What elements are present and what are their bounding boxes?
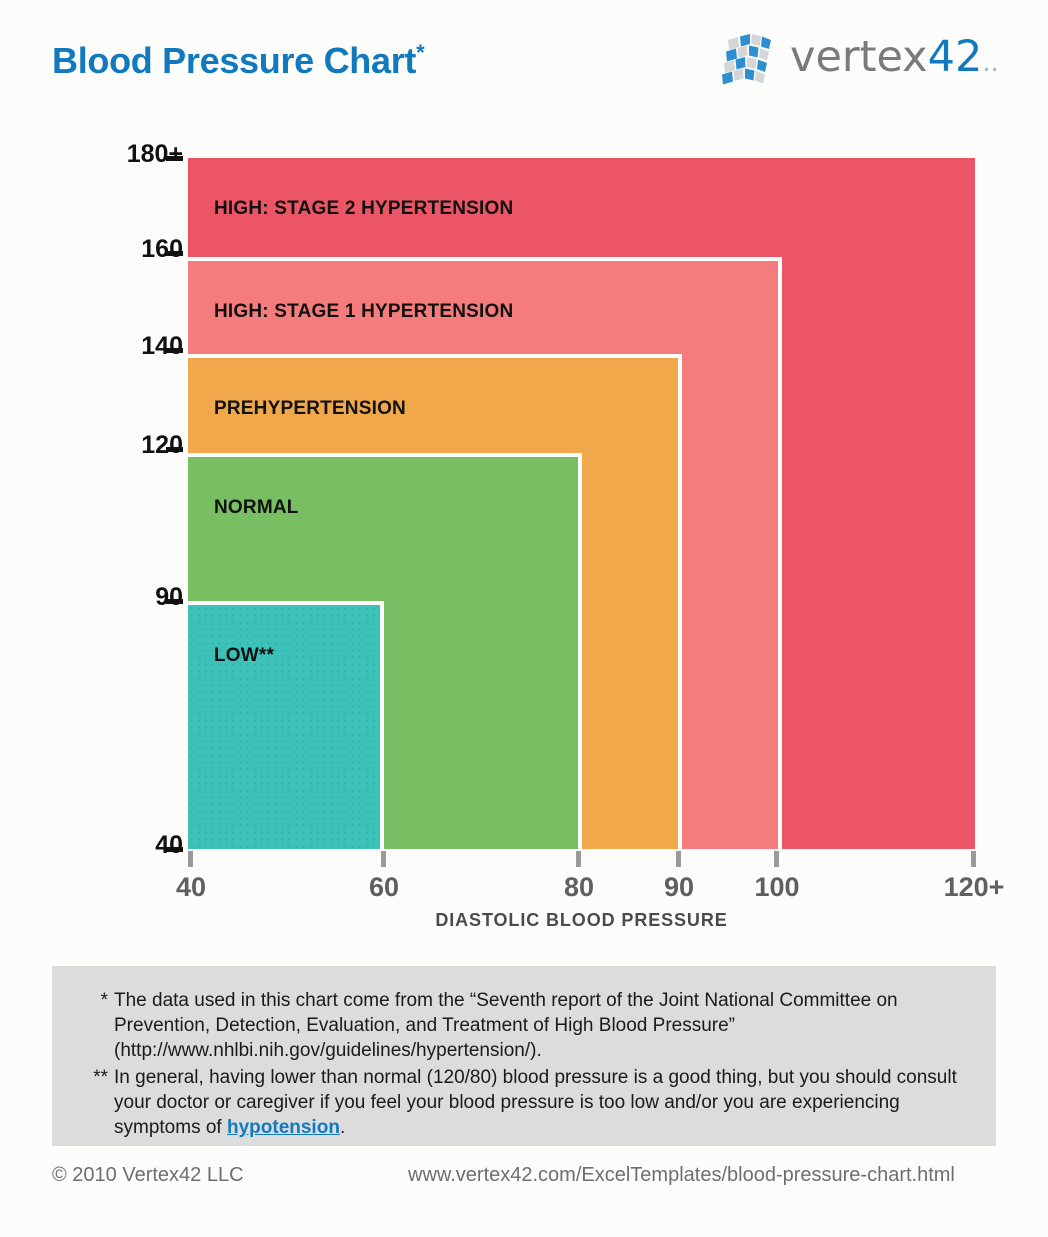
x-axis-title: DIASTOLIC BLOOD PRESSURE <box>435 910 728 930</box>
page-title-text: Blood Pressure Chart <box>52 40 417 81</box>
footnote-2-text-before: In general, having lower than normal (12… <box>114 1067 957 1138</box>
x-tick-mark-120 <box>971 851 976 867</box>
x-tick-mark-60 <box>381 851 386 867</box>
blood-pressure-chart: SYSTOLIC BLOOD PRESSURE 180+ 160 140 120… <box>0 56 1048 950</box>
footnote-1: * The data used in this chart come from … <box>82 988 968 1063</box>
x-tick-label-40: 40 <box>175 872 207 902</box>
x-tick-label-90: 90 <box>663 872 695 902</box>
y-tick-mark-140 <box>166 348 183 353</box>
footnote-1-marker: * <box>100 990 108 1011</box>
y-tick-mark-180 <box>166 156 183 161</box>
x-tick-mark-100 <box>774 851 779 867</box>
logo-word-42: 42 <box>927 32 983 82</box>
y-tick-label-90: 90 <box>155 583 183 611</box>
y-tick-label-120: 120 <box>141 431 183 459</box>
y-tick-mark-40 <box>166 847 183 852</box>
footnote-2-text-after: . <box>339 1117 346 1138</box>
x-tick-label-120: 120+ <box>943 872 1005 902</box>
y-tick-label-140: 140 <box>141 332 183 360</box>
zone-label-low: LOW** <box>214 645 275 666</box>
y-tick-label-180: 180+ <box>126 140 183 168</box>
copyright-text: © 2010 Vertex42 LLC <box>52 1164 244 1186</box>
y-tick-label-160: 160 <box>141 235 183 263</box>
logo-word-dots: .. <box>982 48 999 78</box>
x-tick-label-100: 100 <box>754 872 800 902</box>
y-tick-mark-120 <box>166 447 183 452</box>
vertex42-logo-mark-icon <box>722 34 771 85</box>
y-axis-title: SYSTOLIC BLOOD PRESSURE <box>0 56 2 334</box>
footnote-2: ** In general, having lower than normal … <box>82 1065 968 1140</box>
logo-word-vertex: vertex <box>790 32 928 82</box>
y-tick-mark-90 <box>166 599 183 604</box>
footnote-2-text: In general, having lower than normal (12… <box>114 1065 968 1140</box>
zone-label-prehypertension: PREHYPERTENSION <box>214 398 406 419</box>
footnotes-panel: * The data used in this chart come from … <box>52 966 996 1146</box>
x-tick-label-80: 80 <box>563 872 595 902</box>
x-tick-label-60: 60 <box>368 872 400 902</box>
footnote-1-text: The data used in this chart come from th… <box>114 990 898 1061</box>
vertex42-logo[interactable]: vertex42.. <box>716 30 999 92</box>
page-header: Blood Pressure Chart* <box>0 0 1048 120</box>
chart-plot-area: HIGH: STAGE 2 HYPERTENSION HIGH: STAGE 1… <box>188 158 975 849</box>
zone-label-stage1: HIGH: STAGE 1 HYPERTENSION <box>214 301 514 322</box>
vertex42-logo-wordmark: vertex42.. <box>790 32 999 82</box>
page-footer: © 2010 Vertex42 LLC www.vertex42.com/Exc… <box>0 1160 1048 1210</box>
site-url-text[interactable]: www.vertex42.com/ExcelTemplates/blood-pr… <box>408 1164 955 1186</box>
footnote-2-marker: ** <box>93 1067 108 1088</box>
zone-low[interactable]: LOW** <box>188 601 384 849</box>
x-tick-mark-40 <box>188 851 193 867</box>
page-title-asterisk: * <box>416 40 425 65</box>
y-tick-label-40: 40 <box>155 831 183 859</box>
zone-label-stage2: HIGH: STAGE 2 HYPERTENSION <box>214 198 514 219</box>
page-title: Blood Pressure Chart* <box>52 40 425 82</box>
x-tick-mark-80 <box>576 851 581 867</box>
x-tick-mark-90 <box>676 851 681 867</box>
hypotension-link[interactable]: hypotension <box>226 1117 340 1138</box>
zone-label-normal: NORMAL <box>214 497 299 518</box>
y-tick-mark-160 <box>166 251 183 256</box>
